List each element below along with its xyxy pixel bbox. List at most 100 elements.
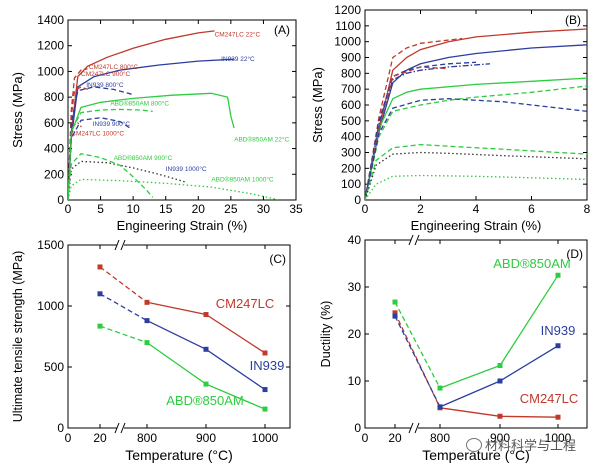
data-point xyxy=(392,313,398,319)
curve-annotation: CM247LC 900°C xyxy=(81,70,131,78)
y-tick-label: 100 xyxy=(341,177,361,191)
axis-break-gap xyxy=(411,423,418,433)
axis-break-gap xyxy=(117,240,124,250)
x-origin-label: 0 xyxy=(65,431,72,445)
x-tick-label: 900 xyxy=(490,431,510,445)
watermark: 材料科学与工程 xyxy=(465,435,576,454)
x-tick-label: 800 xyxy=(430,431,450,445)
axis-break-gap xyxy=(411,235,418,245)
x-tick-label: 8 xyxy=(584,202,591,216)
x-tick-label: 15 xyxy=(159,202,173,216)
y-tick-label: 1000 xyxy=(37,299,64,313)
data-point xyxy=(97,323,103,329)
data-point xyxy=(392,310,398,316)
series-line xyxy=(365,61,477,200)
y-tick-label: 0 xyxy=(57,421,64,435)
y-tick-label: 10 xyxy=(348,374,362,388)
data-point xyxy=(555,414,561,420)
series-line xyxy=(365,151,587,200)
y-tick-label: 0 xyxy=(354,193,361,207)
panel-B: 0 2 4 6 801002003004005006007008009001000110… xyxy=(310,3,591,233)
series-segment-dashed xyxy=(99,325,148,344)
x-tick-label: 5 xyxy=(97,202,104,216)
series-line xyxy=(68,92,235,200)
y-axis-label: Stress (MPa) xyxy=(310,67,325,143)
y-axis-label: Stress (MPa) xyxy=(10,72,25,148)
watermark-text: 材料科学与工程 xyxy=(484,439,576,454)
data-point xyxy=(262,387,268,393)
series-line xyxy=(365,63,490,200)
series-segment-dashed xyxy=(99,266,148,303)
y-tick-label: 0 xyxy=(57,193,64,207)
x-tick-label: 4 xyxy=(473,202,480,216)
data-point xyxy=(392,299,398,305)
data-point xyxy=(203,346,209,352)
y-axis-label: Ductility (%) xyxy=(319,301,333,368)
data-point xyxy=(203,381,209,387)
y-axis-label: Ultimate tensile strength (MPa) xyxy=(11,251,25,423)
y-tick-label: 300 xyxy=(341,146,361,160)
x-axis-label: Temperature (°C) xyxy=(422,447,530,463)
series-segment-dashed xyxy=(394,315,441,408)
y-tick-label: 600 xyxy=(341,98,361,112)
y-tick-label: 40 xyxy=(348,233,362,247)
x-axis-label: Engineering Strain (%) xyxy=(117,218,248,233)
plot-frame xyxy=(67,19,297,201)
series-label: CM247LC xyxy=(520,391,579,406)
y-tick-label: 0 xyxy=(354,421,361,435)
series-line xyxy=(365,98,587,200)
y-tick-label: 1400 xyxy=(37,13,64,27)
data-point xyxy=(144,318,150,324)
series-line xyxy=(68,178,280,200)
x-tick-label: 0 xyxy=(362,202,369,216)
axis-break-mark xyxy=(408,422,414,434)
axis-break-mark xyxy=(414,234,420,246)
plot-frame xyxy=(67,244,291,429)
series-line xyxy=(365,85,587,200)
series-line xyxy=(365,28,587,200)
curve-annotation: ABD®850AM 1000°C xyxy=(211,175,274,183)
curve-annotation: IN939 900°C xyxy=(93,120,131,128)
panel-D: 20 800 900 1000 00 10 20 30 40 Temperature (°C) Du… xyxy=(319,233,588,463)
data-point xyxy=(497,362,503,368)
axis-break-mark xyxy=(114,422,120,434)
x-axis-label: Engineering Strain (%) xyxy=(411,218,542,233)
panel-label: (B) xyxy=(565,13,581,27)
data-point xyxy=(262,350,268,356)
panel-label: (D) xyxy=(566,247,583,261)
x-origin-label: 0 xyxy=(362,431,369,445)
curve-annotation: ABD®850AM 800°C xyxy=(110,100,169,108)
axis-break-mark xyxy=(120,239,126,251)
curve-annotation: IN939 22°C xyxy=(221,55,255,63)
y-tick-label: 1200 xyxy=(37,39,64,53)
y-tick-label: 400 xyxy=(341,130,361,144)
x-tick-label: 900 xyxy=(196,431,216,445)
x-tick-label: 20 xyxy=(192,202,206,216)
x-axis-label: Temperature (°C) xyxy=(125,447,233,463)
series-line xyxy=(365,37,463,200)
series-line xyxy=(365,143,587,200)
axis-break-gap xyxy=(117,423,124,433)
y-tick-label: 500 xyxy=(44,360,64,374)
y-tick-label: 20 xyxy=(348,327,362,341)
y-tick-label: 30 xyxy=(348,280,362,294)
series-line xyxy=(365,44,587,200)
x-tick-label: 0 xyxy=(65,202,72,216)
panel-C: 20 800 900 1000 00 500 1000 1500 Temperature (°C… xyxy=(11,238,291,463)
y-tick-label: 200 xyxy=(341,161,361,175)
curve-annotation: IN939 1000°C xyxy=(166,165,207,173)
series-line xyxy=(365,174,587,200)
series-line xyxy=(68,58,235,200)
series-segment-dashed xyxy=(99,293,148,322)
curve-annotation: ABD®850AM 900°C xyxy=(114,154,173,162)
series-line xyxy=(68,30,215,200)
y-tick-label: 600 xyxy=(44,116,64,130)
series-line xyxy=(68,152,154,200)
y-tick-label: 200 xyxy=(44,167,64,181)
panel-label: (A) xyxy=(274,23,290,37)
panel-A: 0 5 10 15 20 25 30 35 0 200 400 600 800 1000 1200 1400 E… xyxy=(10,13,303,233)
curve-annotation: CM247LC 22°C xyxy=(215,31,261,39)
series-line xyxy=(365,77,587,200)
series-line xyxy=(68,108,153,200)
data-point xyxy=(555,272,561,278)
